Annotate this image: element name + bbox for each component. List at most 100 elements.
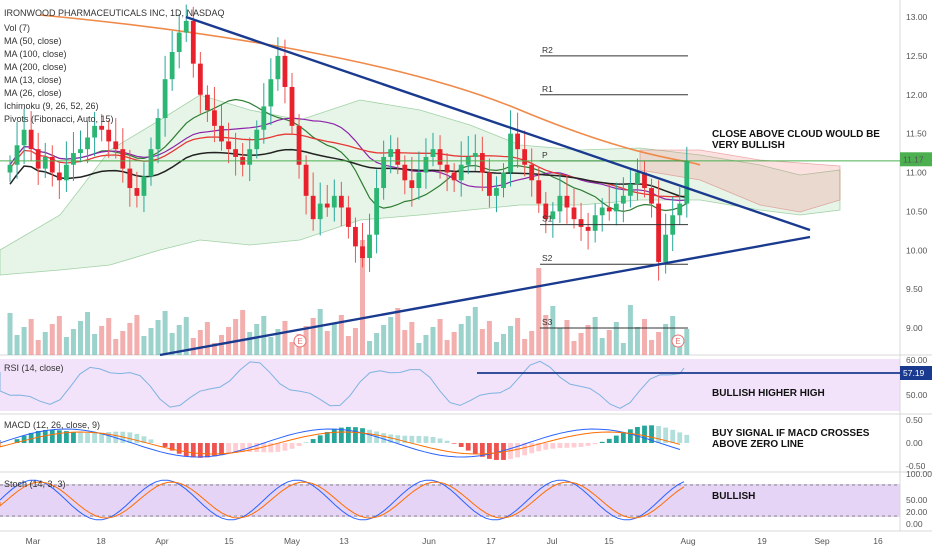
- macd-histogram-bar: [169, 443, 175, 451]
- volume-bar: [606, 330, 612, 355]
- macd-histogram-bar: [254, 443, 260, 453]
- candle-body: [557, 195, 563, 212]
- time-axis-tick: Sep: [814, 536, 829, 546]
- legend-vol[interactable]: Vol (7): [4, 23, 30, 33]
- macd-histogram-bar: [49, 429, 55, 443]
- legend-pivots[interactable]: Pivots (Fibonacci, Auto, 15): [4, 114, 114, 124]
- price-axis-tick: 12.00: [906, 90, 928, 100]
- macd-histogram-bar: [564, 443, 570, 448]
- macd-histogram-bar: [684, 434, 690, 443]
- volume-bar: [78, 321, 83, 355]
- volume-bar: [42, 332, 48, 355]
- volume-bar: [92, 334, 98, 355]
- macd-histogram-bar: [402, 435, 408, 443]
- volume-bar: [409, 322, 415, 355]
- rsi-band: [0, 359, 900, 411]
- macd-signal-line: [0, 431, 681, 455]
- candle-body: [458, 164, 464, 181]
- legend-ma13[interactable]: MA (13, close): [4, 75, 62, 85]
- macd-histogram-bar: [324, 432, 330, 443]
- macd-histogram-bar: [451, 443, 457, 444]
- macd-histogram-bar: [346, 426, 351, 443]
- macd-histogram-bar: [628, 429, 633, 443]
- annotation-line: VERY BULLISH: [712, 140, 785, 151]
- rsi-legend-label[interactable]: RSI (14, close): [4, 363, 64, 373]
- macd-histogram-bar: [649, 425, 654, 443]
- candle-body: [7, 164, 13, 173]
- candle-body: [628, 184, 633, 196]
- macd-histogram-bar: [42, 429, 48, 443]
- candle-body: [148, 149, 154, 177]
- volume-bar: [599, 338, 605, 355]
- candle-body: [35, 149, 41, 169]
- volume-bar: [508, 326, 514, 355]
- annotation-close-above-cloud: CLOSE ABOVE CLOUD WOULD BE VERY BULLISH: [712, 129, 880, 151]
- candle-body: [649, 188, 654, 204]
- macd-histogram-bar: [162, 443, 168, 447]
- macd-histogram-bar: [430, 437, 436, 443]
- macd-histogram-bar: [127, 432, 133, 443]
- volume-bar: [310, 318, 316, 355]
- legend-ma200[interactable]: MA (200, close): [4, 62, 67, 72]
- pivot-label-r2: R2: [542, 45, 553, 55]
- rsi-value-tag: [900, 366, 932, 380]
- macd-histogram-bar: [663, 427, 669, 443]
- volume-bar: [49, 324, 55, 355]
- candle-body: [56, 172, 62, 181]
- macd-histogram-bar: [141, 436, 147, 443]
- pivot-label-r1: R1: [542, 84, 553, 94]
- macd-histogram-bar: [557, 443, 563, 449]
- price-axis-tick: 10.50: [906, 206, 928, 216]
- volume-bar: [649, 340, 655, 355]
- stoch-legend-label[interactable]: Stoch (14, 3, 3): [4, 479, 66, 489]
- candle-body: [176, 32, 182, 52]
- macd-histogram-bar: [317, 435, 323, 443]
- candle-body: [430, 149, 436, 157]
- volume-bar: [120, 331, 126, 355]
- macd-legend-label[interactable]: MACD (12, 26, close, 9): [4, 420, 100, 430]
- earnings-marker-label: E: [675, 337, 680, 346]
- macd-histogram-bar: [515, 443, 520, 458]
- volume-bar: [197, 330, 203, 355]
- legend-ma100[interactable]: MA (100, close): [4, 49, 67, 59]
- candle-body: [233, 149, 238, 157]
- volume-bar: [70, 329, 76, 355]
- volume-bar: [148, 328, 154, 355]
- cloud-area-bearish: [639, 149, 841, 213]
- annotation-line: CLOSE ABOVE CLOUD WOULD BE: [712, 129, 880, 140]
- candle-body: [564, 195, 570, 208]
- volume-bar: [352, 328, 358, 355]
- candle-body: [92, 125, 97, 138]
- price-axis-tick: 9.50: [906, 284, 923, 294]
- candle-body: [71, 153, 76, 165]
- candle-body: [388, 149, 394, 157]
- time-axis-tick: 15: [224, 536, 234, 546]
- macd-histogram-bar: [190, 443, 196, 458]
- candle-body: [261, 106, 267, 130]
- rsi-legend: RSI (14, close): [4, 363, 64, 373]
- candle-body: [529, 164, 535, 181]
- candle-body: [85, 137, 90, 150]
- last-price-label: 11.17: [903, 154, 924, 164]
- volume-bar: [501, 334, 506, 355]
- legend-ma26[interactable]: MA (26, close): [4, 88, 62, 98]
- macd-histogram-bar: [409, 435, 415, 443]
- macd-histogram-bar: [64, 431, 69, 443]
- legend-ichimoku[interactable]: Ichimoku (9, 26, 52, 26): [4, 101, 99, 111]
- candle-body: [190, 20, 196, 64]
- price-axis-tick: 10.00: [906, 245, 928, 255]
- candle-body: [21, 129, 27, 146]
- time-axis-tick: Apr: [155, 536, 168, 546]
- volume-bar: [388, 317, 394, 355]
- candle-body: [169, 51, 175, 80]
- candle-body: [522, 149, 528, 165]
- candle-body: [310, 195, 316, 220]
- macd-histogram-bar: [212, 443, 217, 457]
- volume-bar: [451, 332, 457, 355]
- stoch-axis-tick: 0.00: [906, 519, 923, 529]
- macd-histogram-bar: [585, 443, 591, 446]
- volume-bar: [458, 324, 464, 355]
- legend-ma50[interactable]: MA (50, close): [4, 36, 62, 46]
- volume-bar: [663, 324, 669, 355]
